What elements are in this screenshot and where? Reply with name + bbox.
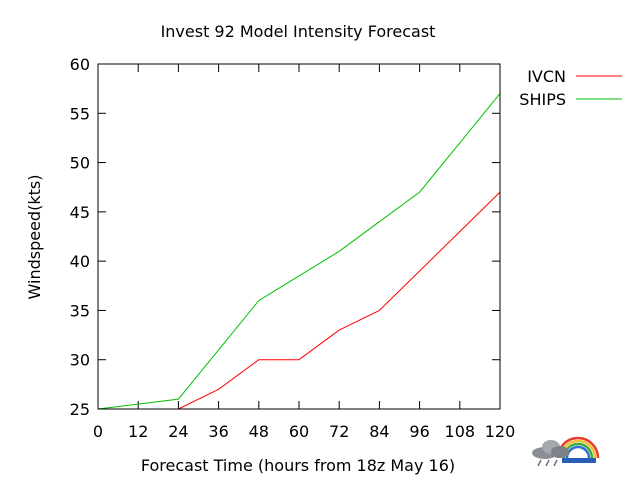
- x-axis-ticks: 0 12 24 36 48 60 72 84 96 108 120: [93, 64, 515, 441]
- y-tick-label: 55: [70, 104, 90, 123]
- chart-title: Invest 92 Model Intensity Forecast: [161, 22, 436, 41]
- x-tick-label: 108: [445, 422, 476, 441]
- y-tick-label: 30: [70, 351, 90, 370]
- series-line-ivcn: [98, 191, 501, 410]
- x-tick-label: 36: [208, 422, 228, 441]
- legend-label: IVCN: [527, 67, 566, 86]
- x-tick-label: 60: [289, 422, 309, 441]
- y-axis-ticks: 25 30 35 40 45 50 55 60: [70, 55, 500, 419]
- x-tick-label: 12: [128, 422, 148, 441]
- x-tick-label: 120: [485, 422, 516, 441]
- y-tick-label: 40: [70, 252, 90, 271]
- x-tick-label: 24: [168, 422, 188, 441]
- x-tick-label: 0: [93, 422, 103, 441]
- legend-label: SHIPS: [519, 90, 566, 109]
- y-tick-label: 45: [70, 203, 90, 222]
- y-tick-label: 60: [70, 55, 90, 74]
- y-tick-label: 50: [70, 154, 90, 173]
- series-line-ships: [97, 93, 501, 410]
- plot-frame: [97, 63, 501, 410]
- y-tick-label: 35: [70, 301, 90, 320]
- y-tick-label: 25: [70, 400, 90, 419]
- x-tick-label: 96: [409, 422, 429, 441]
- series-lines: [97, 93, 501, 410]
- legend: IVCN SHIPS: [519, 67, 622, 109]
- x-tick-label: 72: [329, 422, 349, 441]
- y-axis-label: Windspeed(kts): [25, 175, 44, 300]
- x-axis-label: Forecast Time (hours from 18z May 16): [141, 456, 455, 475]
- x-tick-label: 48: [249, 422, 269, 441]
- weather-cloud-rainbow-icon: [532, 436, 600, 467]
- x-tick-label: 84: [369, 422, 389, 441]
